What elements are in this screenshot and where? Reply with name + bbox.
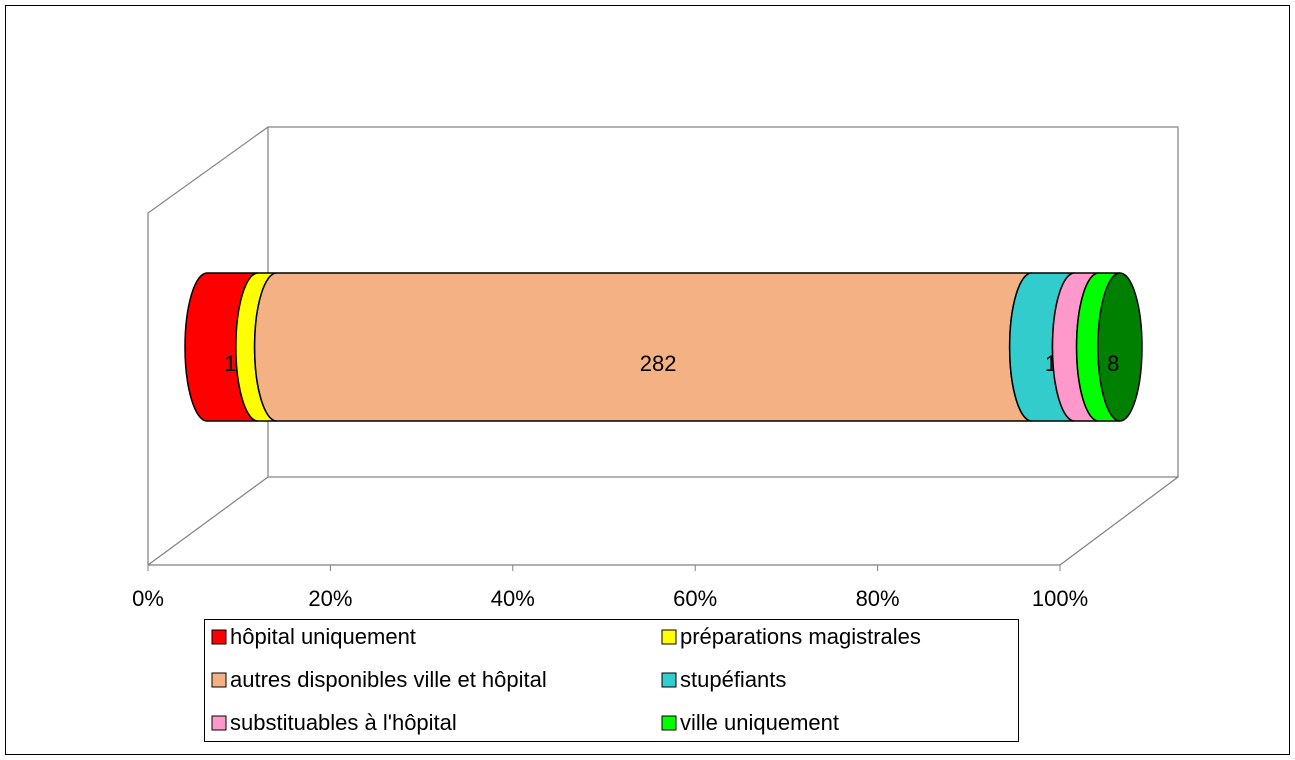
x-tick-label: 0% [132,586,164,611]
x-tick-label: 40% [491,586,535,611]
data-label: 8 [1107,351,1119,376]
legend-label: hôpital uniquement [230,624,416,649]
legend-swatch [661,629,677,645]
legend-label: autres disponibles ville et hôpital [230,667,547,692]
legend-swatch [661,715,677,731]
legend-swatch [661,672,677,688]
legend-swatch [211,672,227,688]
legend-label: substituables à l'hôpital [230,710,457,735]
x-tick-label: 20% [308,586,352,611]
x-tick-label: 60% [673,586,717,611]
side-wall [147,126,269,565]
legend-label: préparations magistrales [680,624,921,649]
legend-label: ville uniquement [680,710,839,735]
data-label: 282 [640,351,677,376]
legend-swatch [211,715,227,731]
legend-swatch [211,629,227,645]
x-tick-label: 80% [856,586,900,611]
bar-end-cap [1097,272,1143,422]
legend-label: stupéfiants [680,667,786,692]
bar-segment [253,272,1032,422]
legend [204,619,1019,742]
floor-edge [147,476,269,566]
x-tick-label: 100% [1032,586,1088,611]
